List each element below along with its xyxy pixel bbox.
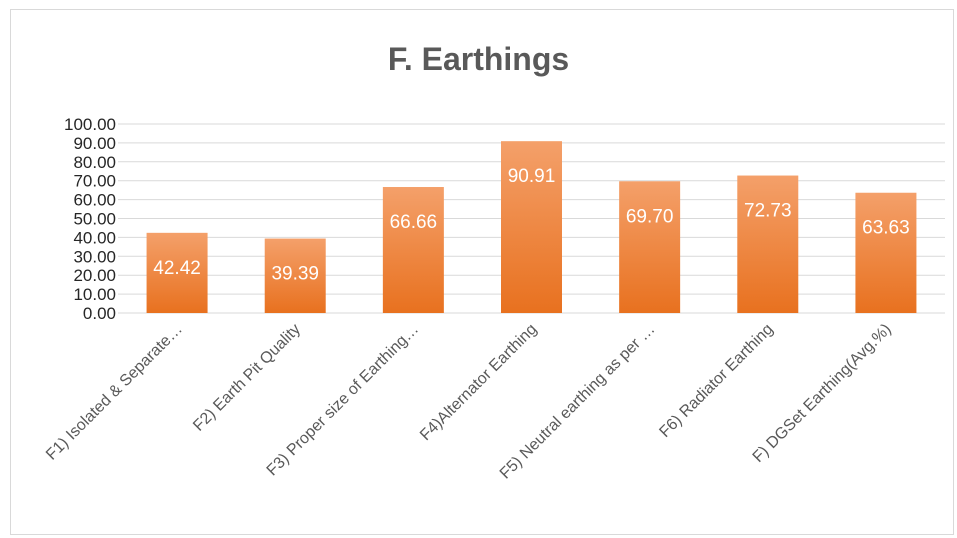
x-tick-label: F4)Alternator Earthing: [417, 321, 540, 444]
bar: [619, 181, 681, 313]
y-axis: 0.0010.0020.0030.0040.0050.0060.0070.008…: [64, 115, 116, 323]
x-tick-label: F1) Isolated & Separate…: [43, 321, 186, 464]
data-label: 39.39: [271, 264, 319, 285]
y-tick-label: 100.00: [64, 115, 116, 134]
bar: [264, 238, 326, 313]
data-label: 42.42: [153, 258, 201, 279]
bar: [737, 175, 799, 313]
bars: 42.42 39.39 66.66 90.91 69.70 72.73 63.63: [146, 141, 917, 313]
y-tick-label: 0.00: [83, 304, 116, 323]
bar: [855, 192, 917, 313]
data-label: 63.63: [862, 218, 910, 239]
x-tick-label: F2) Earth Pit Quality: [190, 321, 304, 435]
chart-title: F. Earthings: [387, 41, 570, 77]
x-tick-label: F) DGSet Earthing(Avg.%): [750, 321, 895, 466]
y-tick-label: 80.00: [73, 153, 116, 172]
y-tick-label: 90.00: [73, 134, 116, 153]
bar: [382, 187, 444, 313]
y-tick-label: 10.00: [73, 285, 116, 304]
y-tick-label: 70.00: [73, 172, 116, 191]
data-label: 90.91: [508, 166, 556, 187]
y-tick-label: 30.00: [73, 247, 116, 266]
bar: [146, 232, 208, 313]
data-label: 69.70: [626, 206, 674, 227]
data-label: 72.73: [744, 201, 792, 222]
x-tick-label: F6) Radiator Earthing: [656, 321, 776, 441]
x-axis: F1) Isolated & Separate… F2) Earth Pit Qu…: [43, 321, 895, 483]
bar: [501, 141, 562, 313]
y-tick-label: 50.00: [73, 210, 116, 229]
data-label: 66.66: [390, 212, 438, 233]
y-tick-label: 40.00: [73, 228, 116, 247]
y-tick-label: 20.00: [73, 266, 116, 285]
y-tick-label: 60.00: [73, 191, 116, 210]
